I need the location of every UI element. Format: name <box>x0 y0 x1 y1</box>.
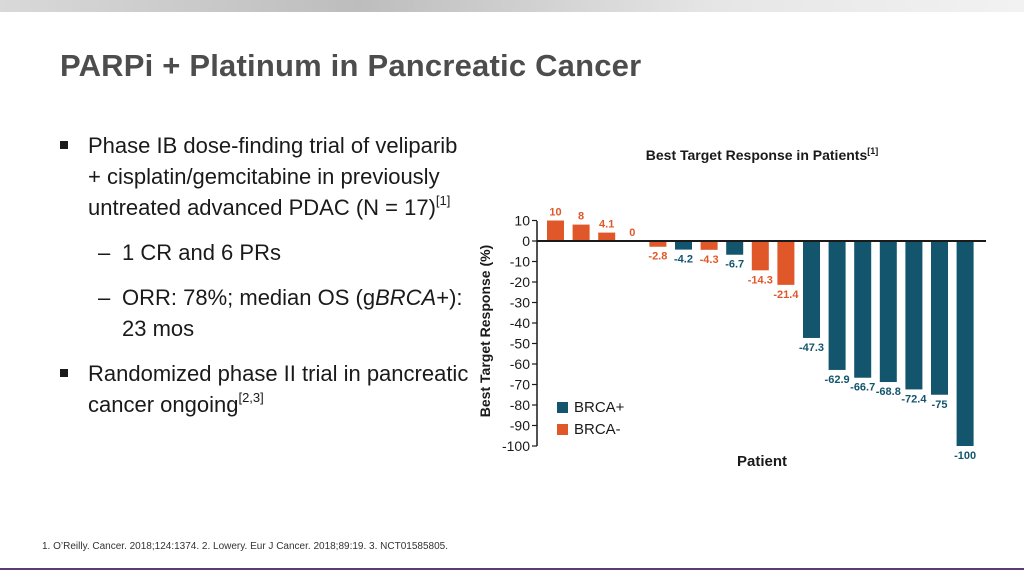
bar-patient-2 <box>572 224 590 241</box>
bar-patient-8 <box>726 241 744 255</box>
bar-value-label: -4.3 <box>700 254 719 266</box>
bottom-accent-line <box>0 568 1024 570</box>
y-tick-label: 0 <box>522 233 530 249</box>
bullet-list: Phase IB dose-finding trial of veliparib… <box>60 130 470 420</box>
y-tick-label: -50 <box>510 336 530 352</box>
bar-patient-3 <box>598 232 616 241</box>
dash-icon: – <box>98 240 111 265</box>
subbullet-orr-text-a: ORR: 78%; median OS (g <box>122 285 376 310</box>
top-decor-bar <box>0 0 1024 12</box>
subbullet-cr-pr: – 1 CR and 6 PRs <box>60 237 470 268</box>
chart-title: Best Target Response in Patients[1] <box>646 146 878 163</box>
y-tick-label: -60 <box>510 356 530 372</box>
bar-value-label: 8 <box>578 211 584 223</box>
bar-value-label: -66.7 <box>850 382 875 394</box>
bar-value-label: -21.4 <box>773 289 799 301</box>
bar-patient-11 <box>803 241 820 338</box>
bar-value-label: -75 <box>932 399 948 411</box>
bar-value-label: 4.1 <box>599 219 614 231</box>
bar-patient-16 <box>931 241 948 395</box>
bar-patient-1 <box>547 220 564 241</box>
y-tick-label: -70 <box>510 377 530 393</box>
bar-value-label: -2.8 <box>648 251 667 263</box>
slide-title: PARPi + Platinum in Pancreatic Cancer <box>60 48 642 83</box>
legend-swatch-pos <box>557 402 568 413</box>
subbullet-orr-italic: BRCA <box>375 285 437 310</box>
subbullet-orr: – ORR: 78%; median OS (gBRCA+): 23 mos <box>60 282 470 344</box>
bar-value-label: -100 <box>954 450 976 462</box>
y-tick-label: -90 <box>510 418 530 434</box>
y-tick-label: -80 <box>510 397 530 413</box>
y-tick-label: -10 <box>510 254 530 270</box>
x-axis-label: Patient <box>737 453 787 470</box>
bar-value-label: -14.3 <box>748 274 773 286</box>
y-tick-label: -20 <box>510 274 530 290</box>
legend: BRCA+ BRCA- <box>557 399 625 438</box>
bar-patient-14 <box>879 241 897 383</box>
legend-label-pos: BRCA+ <box>574 399 625 416</box>
bullet-phase2: Randomized phase II trial in pancreatic … <box>60 358 470 420</box>
bar-patient-10 <box>777 241 795 285</box>
bullet-phase2-text: Randomized phase II trial in pancreatic … <box>88 361 469 417</box>
bar-value-label: -47.3 <box>799 342 824 354</box>
bar-value-label: -62.9 <box>825 374 850 386</box>
bullet-phase1b-text: Phase IB dose-finding trial of veliparib… <box>88 133 458 220</box>
y-tick-label: -40 <box>510 315 530 331</box>
bullet-phase1b-ref: [1] <box>435 192 451 208</box>
bullet-phase2-ref: [2,3] <box>238 389 264 405</box>
bar-patient-9 <box>751 241 769 271</box>
bar-patient-13 <box>854 241 872 378</box>
bar-value-label: 0 <box>629 227 635 239</box>
legend-swatch-neg <box>557 424 568 435</box>
bullet-square-icon <box>60 141 68 149</box>
bar-value-label: -72.4 <box>901 393 927 405</box>
bar-patient-5 <box>649 241 667 247</box>
bar-patient-17 <box>956 241 974 446</box>
footnote-references: 1. O’Reilly. Cancer. 2018;124:1374. 2. L… <box>42 541 448 552</box>
y-tick-label: -30 <box>510 295 530 311</box>
bar-patient-6 <box>675 241 692 250</box>
subbullet-cr-pr-text: 1 CR and 6 PRs <box>122 240 281 265</box>
y-tick-label: -100 <box>502 438 530 454</box>
y-tick-label: 10 <box>514 213 530 229</box>
bar-value-label: -68.8 <box>876 386 901 398</box>
dash-icon: – <box>98 285 111 310</box>
bar-value-label: -4.2 <box>674 254 693 266</box>
bar-patient-12 <box>828 241 846 370</box>
bar-value-label: -6.7 <box>725 259 744 271</box>
legend-label-neg: BRCA- <box>574 421 621 438</box>
y-axis-ticks: 10 0 -10 -20 -30 -40 -50 -60 -70 -80 -90 -100 <box>502 213 538 454</box>
chart-title-text: Best Target Response in Patients <box>646 147 868 163</box>
bullet-phase1b: Phase IB dose-finding trial of veliparib… <box>60 130 470 223</box>
y-axis-label: Best Target Response (%) <box>477 245 493 417</box>
bar-patient-7 <box>700 241 718 250</box>
bar-value-label: 10 <box>549 207 561 219</box>
bar-patient-15 <box>905 241 923 390</box>
chart-title-ref: [1] <box>867 146 878 156</box>
subbullet-orr-text-b: +): 23 mos <box>122 285 463 341</box>
bullet-square-icon <box>60 369 68 377</box>
bar-series: 10 8 4.1 0 -2.8 -4.2 -4.3 -6.7 -14.3-21.4 -47.3 -6… <box>537 207 986 462</box>
